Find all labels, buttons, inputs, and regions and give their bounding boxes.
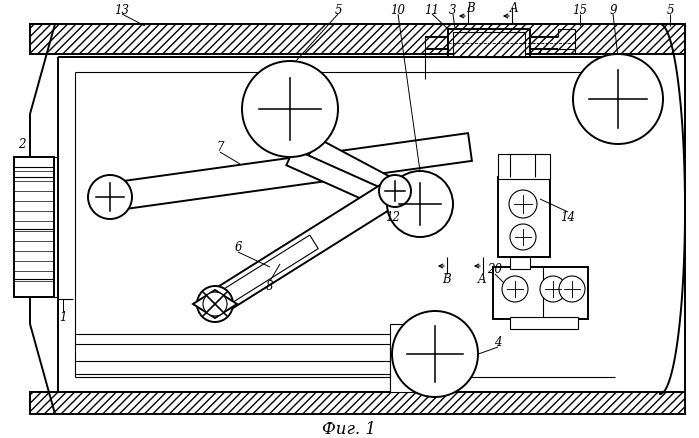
Text: 6: 6 [234,241,242,254]
Text: 14: 14 [561,211,575,224]
Circle shape [242,62,338,158]
Text: A: A [510,1,518,14]
Circle shape [379,176,411,208]
Circle shape [573,55,663,145]
Circle shape [509,191,537,219]
Text: 3: 3 [449,4,456,17]
Bar [30,25,685,55]
Text: 5: 5 [334,4,342,17]
Polygon shape [193,290,237,318]
Bar [453,33,525,58]
Text: 8: 8 [266,280,274,293]
Text: 20: 20 [487,263,503,276]
Circle shape [197,286,233,322]
Bar [510,317,578,329]
Circle shape [502,276,528,302]
Text: B: B [442,273,450,286]
Text: 9: 9 [610,4,617,17]
Polygon shape [208,180,402,315]
Polygon shape [108,134,472,212]
Polygon shape [210,236,318,311]
Text: 5: 5 [666,4,674,17]
Circle shape [88,176,132,219]
Text: Фиг. 1: Фиг. 1 [322,420,376,438]
Circle shape [387,172,453,237]
Text: 13: 13 [115,4,129,17]
Text: 1: 1 [59,311,66,324]
Circle shape [559,276,585,302]
Circle shape [392,311,478,397]
Bar [30,392,685,414]
Text: 7: 7 [216,141,224,154]
Polygon shape [308,139,425,213]
Circle shape [203,292,227,316]
Text: 12: 12 [386,211,401,224]
Bar [14,158,54,297]
Text: 4: 4 [494,336,502,349]
Text: 15: 15 [572,4,587,17]
Bar [390,324,440,392]
Text: A: A [477,273,487,286]
Bar [510,258,530,269]
Text: 2: 2 [18,138,25,151]
Bar [498,155,550,180]
Circle shape [540,276,566,302]
Bar [498,177,550,258]
Text: 10: 10 [391,4,405,17]
Bar [493,267,588,319]
Polygon shape [287,149,398,213]
Text: 11: 11 [424,4,440,17]
Text: B: B [466,1,475,14]
Circle shape [510,225,536,251]
